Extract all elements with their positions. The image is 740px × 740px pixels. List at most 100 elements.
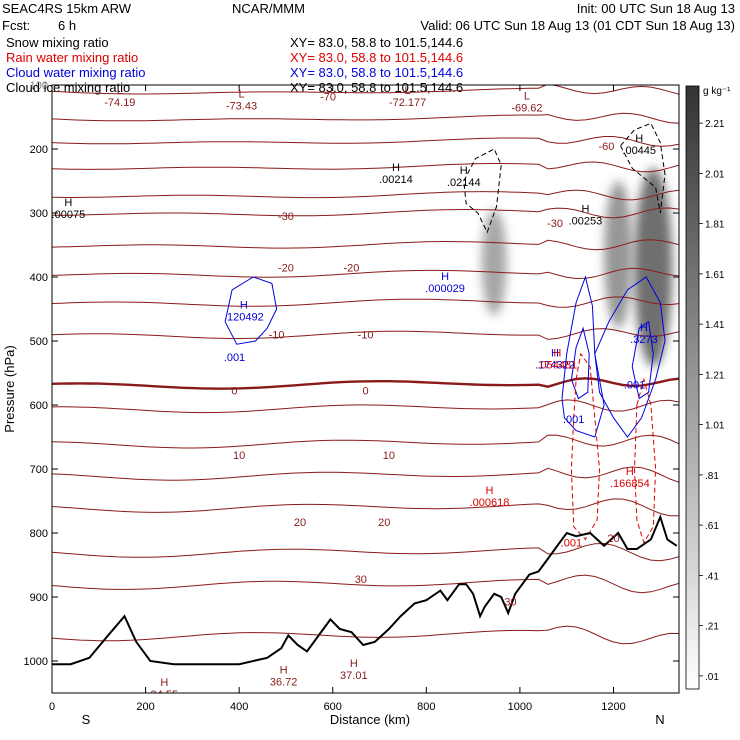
- temperature-contours: [52, 85, 679, 645]
- extremum-marker: L: [238, 88, 244, 100]
- colorbar-level-label: 1.01: [705, 421, 725, 432]
- extremum-value: .00445: [622, 145, 656, 157]
- cloud-water-contour: [561, 275, 605, 438]
- isotherm-label: 20: [378, 517, 390, 529]
- extremum-value: -69.62: [511, 102, 542, 114]
- extremum-value: .000618: [470, 497, 510, 509]
- extremum-marker: H: [640, 322, 648, 334]
- colorbar-level-label: 1.21: [705, 370, 725, 381]
- extremum-marker: H: [441, 271, 449, 283]
- extremum-value: 34.55: [151, 689, 179, 701]
- cloud-water-contour: [631, 320, 654, 400]
- y-tick-label-partial: 100: [30, 80, 48, 92]
- isotherm-label: -10: [358, 330, 374, 342]
- isotherm-label: 20: [607, 533, 619, 545]
- isotherm-line: [52, 542, 679, 562]
- extremum-value: -74.19: [104, 97, 135, 109]
- contour-labels: -70 -60 -30 -30 -20 -20 -10 -10 0 0 10 10 20 20 20 30 30…: [52, 85, 658, 701]
- isotherm-line: [52, 296, 679, 308]
- y-tick-label: 400: [30, 272, 48, 284]
- colorbar-level-label: 1.41: [705, 320, 725, 331]
- field-name-cloud-ice: Cloud ice mixing ratio: [6, 80, 130, 95]
- y-tick-label: 800: [30, 528, 48, 540]
- x-tick-label: 0: [49, 701, 55, 713]
- isotherm-line: [52, 207, 679, 219]
- extremum-value: .166854: [610, 478, 650, 490]
- isotherm-label: -10: [269, 330, 285, 342]
- isotherm-line: [52, 434, 679, 449]
- colorbar-level-label: 1.81: [705, 220, 725, 231]
- isotherm-label: 20: [294, 517, 306, 529]
- y-tick-label: 1000: [24, 656, 48, 668]
- valid-time: Valid: 06 UTC Sun 18 Aug 13 (01 CDT Sun …: [420, 18, 735, 33]
- direction-label-south: S: [82, 712, 91, 727]
- extremum-value: .000029: [425, 283, 465, 295]
- isotherm-label: 30: [504, 596, 516, 608]
- contour-label: .001: [563, 414, 584, 426]
- extremum-marker: H: [486, 485, 494, 497]
- extremum-value: .00075: [52, 209, 86, 221]
- isotherm-label: 10: [383, 450, 395, 462]
- isotherm-line: [52, 239, 679, 251]
- colorbar-level-label: 2.21: [705, 119, 725, 130]
- isotherm-label: 10: [233, 450, 245, 462]
- field-name-snow: Snow mixing ratio: [6, 35, 109, 50]
- x-tick-label: 200: [136, 701, 154, 713]
- snow-shade-cell: [634, 168, 673, 367]
- field-xy-cloud-ice: XY= 83.0, 58.8 to 101.5,144.6: [290, 80, 463, 95]
- cloud-water-contours: [224, 275, 666, 438]
- y-tick-label: 200: [30, 144, 48, 156]
- extremum-value: .054481: [537, 360, 577, 372]
- x-tick-label: 1200: [601, 701, 625, 713]
- rain-contour: [570, 352, 601, 541]
- isotherm-label: 0: [362, 385, 368, 397]
- field-xy-cloud-water: XY= 83.0, 58.8 to 101.5,144.6: [290, 65, 463, 80]
- extremum-marker: L: [524, 90, 530, 102]
- colorbar-level-label: .21: [705, 622, 719, 633]
- isotherm-label: -30: [278, 211, 294, 223]
- extremum-marker: H: [551, 348, 559, 360]
- field-xy-snow: XY= 83.0, 58.8 to 101.5,144.6: [290, 35, 463, 50]
- terrain-layer: [52, 514, 678, 666]
- extremum-value: .00253: [569, 216, 603, 228]
- isotherm-line: [52, 466, 679, 483]
- isotherm-line: [52, 267, 679, 280]
- extremum-value: -73.43: [226, 100, 257, 112]
- extremum-value: .00214: [379, 174, 413, 186]
- extremum-value: .120492: [224, 312, 264, 324]
- isotherm-label: -20: [344, 262, 360, 274]
- extremum-marker: H: [350, 658, 358, 670]
- colorbar-ticks: .01 .21 .41 .61 .81 1.01 1.21 1.41 1.61 1.81 2.01 2…: [699, 119, 725, 683]
- y-tick-label: 600: [30, 400, 48, 412]
- extremum-marker: H: [280, 664, 288, 676]
- y-axis-title: Pressure (hPa): [2, 345, 17, 432]
- extremum-value: -72.177: [389, 97, 426, 109]
- snow-contour: [463, 148, 502, 234]
- y-tick-label: 900: [30, 592, 48, 604]
- x-tick-label: 600: [324, 701, 342, 713]
- isotherm-line: [52, 574, 679, 594]
- contour-label: .001: [561, 538, 582, 550]
- snow-contour: [620, 122, 666, 214]
- colorbar-title: g kg⁻¹: [703, 86, 731, 97]
- rain-contours: [570, 352, 657, 544]
- y-tick-label: 300: [30, 208, 48, 220]
- colorbar-level-label: .81: [705, 471, 719, 482]
- plot-frame: [51, 84, 680, 694]
- isotherm-line: [52, 136, 679, 147]
- cloud-water-contour: [224, 276, 278, 345]
- snow-shade-cell: [481, 209, 507, 316]
- colorbar-level-label: .41: [705, 571, 719, 582]
- extremum-marker: H: [626, 466, 634, 478]
- extremum-marker: H: [553, 348, 561, 360]
- isotherm-line: [52, 625, 679, 645]
- colorbar-level-label: .01: [705, 672, 719, 683]
- forecast-label: Fcst:: [2, 18, 30, 33]
- isotherm-line: [52, 399, 679, 414]
- colorbar-level-label: 2.01: [705, 169, 725, 180]
- x-tick-label: 1000: [508, 701, 532, 713]
- x-tick-label: 800: [417, 701, 435, 713]
- init-time: Init: 00 UTC Sun 18 Aug 13: [577, 1, 735, 16]
- cloud-water-contour: [594, 276, 666, 438]
